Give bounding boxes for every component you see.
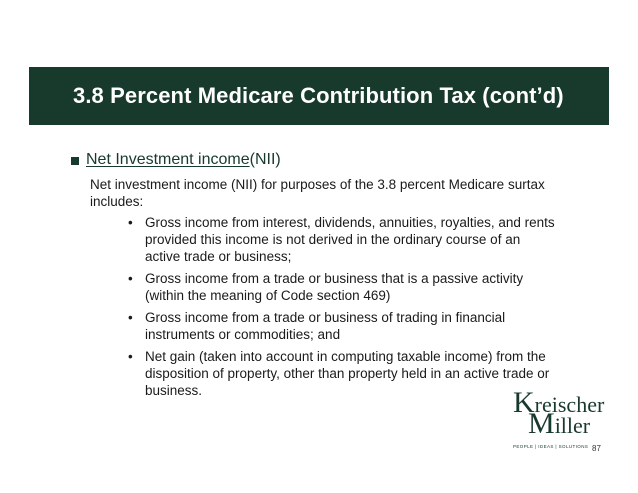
- square-bullet-icon: [71, 156, 79, 165]
- intro-text: Net investment income (NII) for purposes…: [90, 177, 545, 209]
- logo-line-1: Kreischer: [513, 386, 605, 419]
- bullet-dot-icon: •: [128, 215, 133, 230]
- bullet-dot-icon: •: [128, 349, 133, 364]
- sub-bullet-list: • Gross income from interest, dividends,…: [128, 214, 558, 399]
- logo-line-2: Miller: [528, 407, 591, 440]
- list-item: • Gross income from a trade or business …: [128, 309, 558, 343]
- list-item-text: Gross income from interest, dividends, a…: [145, 215, 555, 264]
- heading-underlined: Net Investment income: [86, 151, 250, 168]
- list-item: • Gross income from a trade or business …: [128, 270, 558, 304]
- logo-tagline: PEOPLE | IDEAS | SOLUTIONS: [513, 444, 589, 449]
- slide-title: 3.8 Percent Medicare Contribution Tax (c…: [73, 83, 564, 108]
- heading-rest: (NII): [249, 151, 281, 168]
- page-number: 87: [592, 444, 601, 453]
- kreischer-miller-logo: Kreischer Miller PEOPLE | IDEAS | SOLUTI…: [513, 386, 605, 450]
- list-item-text: Net gain (taken into account in computin…: [145, 349, 550, 398]
- list-item-text: Gross income from a trade or business of…: [145, 310, 506, 342]
- bullet-dot-icon: •: [128, 271, 133, 286]
- title-bar: 3.8 Percent Medicare Contribution Tax (c…: [29, 67, 609, 125]
- list-item: • Net gain (taken into account in comput…: [128, 348, 558, 399]
- list-item-text: Gross income from a trade or business th…: [145, 271, 524, 303]
- main-bullet: Net Investment income (NII): [71, 150, 591, 170]
- bullet-dot-icon: •: [128, 310, 133, 325]
- list-item: • Gross income from interest, dividends,…: [128, 214, 558, 265]
- slide-content: Net Investment income (NII) Net investme…: [71, 150, 591, 404]
